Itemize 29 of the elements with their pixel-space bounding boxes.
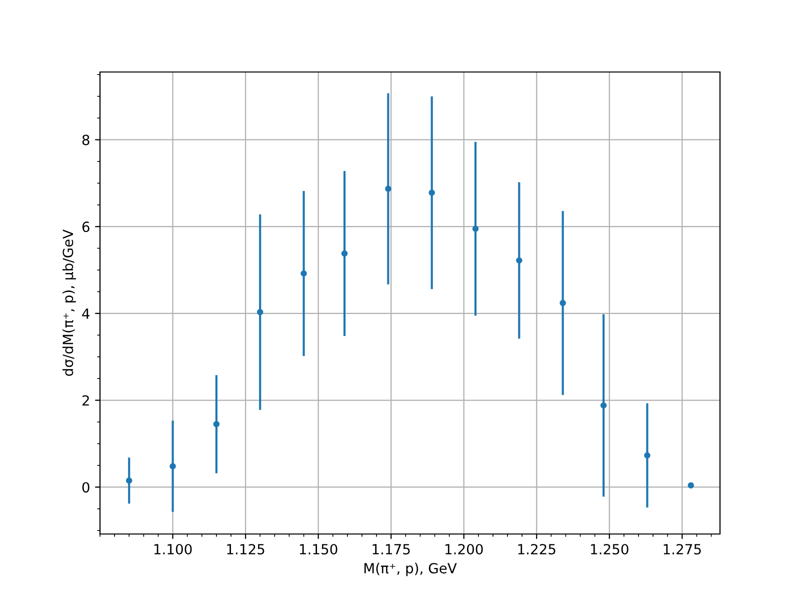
x-tick-label: 1.175 xyxy=(372,544,410,554)
y-tick-label: 0 xyxy=(82,482,90,493)
x-tick-label: 1.275 xyxy=(664,544,701,554)
x-tick-label: 1.150 xyxy=(300,544,338,554)
point xyxy=(600,402,607,409)
point xyxy=(560,300,566,306)
x-axis-title: M(π⁺, p), GeV xyxy=(364,562,457,576)
point xyxy=(472,226,479,232)
point xyxy=(644,452,650,459)
point xyxy=(516,257,522,264)
y-tick-label: 8 xyxy=(82,134,90,146)
y-tick-label: 6 xyxy=(82,222,90,232)
point xyxy=(688,482,694,488)
point xyxy=(300,270,307,277)
x-tick-label: 1.100 xyxy=(154,544,192,554)
y-tick-label: 4 xyxy=(82,308,90,319)
y-tick-label: 2 xyxy=(82,395,89,406)
point xyxy=(385,186,392,192)
point xyxy=(170,463,176,470)
point xyxy=(213,421,220,428)
x-tick-label: 1.225 xyxy=(518,544,556,554)
x-tick-label: 1.250 xyxy=(591,544,628,554)
x-tick-label: 1.125 xyxy=(227,544,264,554)
point xyxy=(256,308,264,316)
point xyxy=(341,250,348,257)
point xyxy=(428,190,435,196)
point xyxy=(126,477,132,484)
x-tick-label: 1.200 xyxy=(445,544,483,554)
y-axis-title: dσ/dM(π⁺, p), μb/GeV xyxy=(62,229,76,376)
